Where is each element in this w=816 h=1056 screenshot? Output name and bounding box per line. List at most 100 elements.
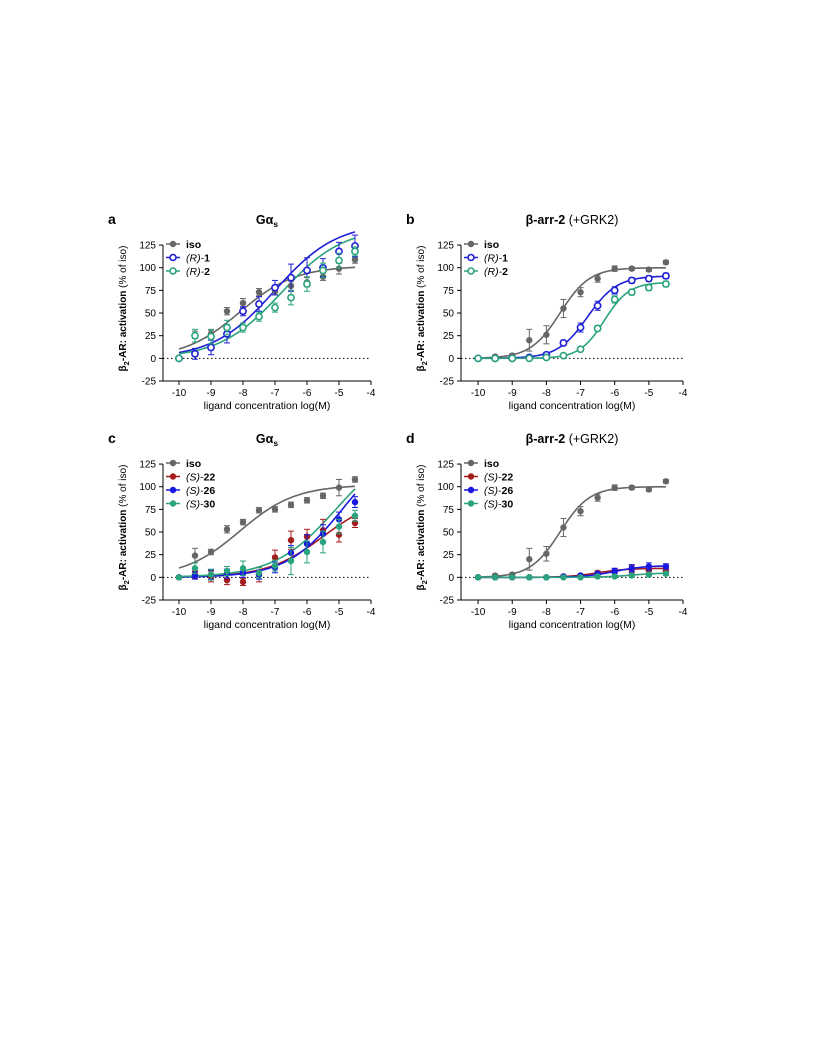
data-point	[662, 563, 670, 570]
data-point	[576, 323, 585, 332]
y-tick-label: 25	[443, 331, 455, 342]
x-tick-label: -6	[610, 607, 619, 618]
y-tick-label: 0	[150, 354, 156, 365]
legend-swatch-marker	[467, 267, 475, 275]
y-tick-label: 50	[145, 309, 157, 320]
data-point	[287, 557, 295, 565]
data-point	[351, 256, 359, 263]
panel-title: β-arr-2 (+GRK2)	[526, 213, 619, 227]
x-tick-label: -4	[679, 388, 688, 399]
data-point	[662, 259, 670, 266]
data-point	[559, 339, 568, 347]
x-tick-label: -10	[471, 607, 486, 618]
data-point	[335, 531, 343, 538]
y-tick-label: 75	[443, 286, 455, 297]
data-point	[191, 331, 199, 340]
panel-c: c Gαs -25 0 25 50 75 100 125 -10 -9 -8 -7 -6 -5 -4 ligan…	[108, 430, 376, 631]
y-tick-label: 50	[443, 309, 455, 320]
data-point	[474, 354, 482, 363]
data-point	[560, 574, 567, 581]
data-point	[576, 345, 585, 354]
legend-entry-label: (S)-26	[186, 485, 215, 497]
data-point	[351, 512, 359, 519]
legend-entry-label: (S)-22	[484, 471, 513, 483]
y-tick-label: -25	[142, 596, 157, 607]
data-point	[239, 578, 247, 586]
y-tick-label: -25	[142, 377, 157, 388]
data-point	[303, 266, 311, 275]
x-tick-label: -10	[471, 388, 486, 399]
data-point	[175, 354, 183, 363]
data-point	[271, 562, 279, 569]
x-tick-label: -10	[172, 607, 187, 618]
data-point	[335, 265, 343, 272]
data-point	[271, 303, 279, 312]
legend-entry-label: iso	[186, 458, 201, 470]
panel-a: a Gαs -25 0 25 50 75 100 125 -10 -9 -8 -7 -6 -5 -4 ligan…	[108, 211, 376, 412]
x-tick-label: -4	[367, 388, 376, 399]
legend-swatch-marker	[467, 473, 475, 480]
data-point	[627, 288, 636, 297]
x-tick-label: -7	[271, 607, 280, 618]
y-tick-label: 25	[443, 550, 455, 561]
panel-letter: b	[406, 211, 415, 227]
data-point	[207, 571, 215, 578]
y-tick-label: 75	[145, 505, 157, 516]
data-point	[303, 280, 311, 288]
data-point	[287, 293, 295, 302]
series-30	[474, 570, 670, 581]
data-point	[223, 323, 231, 332]
panel-title: Gαs	[256, 213, 278, 229]
data-point	[628, 565, 635, 572]
legend-swatch-marker	[467, 459, 475, 467]
data-point	[645, 486, 653, 493]
data-point	[303, 548, 311, 556]
data-point	[207, 548, 215, 556]
data-point	[255, 288, 263, 296]
legend-swatch-marker	[467, 253, 475, 262]
x-tick-label: -5	[335, 607, 344, 618]
x-tick-label: -4	[679, 607, 688, 618]
y-axis-label: β2-AR: activation (% of iso)	[118, 246, 131, 372]
data-point	[287, 536, 295, 544]
data-point	[610, 295, 619, 304]
data-point	[255, 569, 263, 577]
data-point	[593, 301, 602, 310]
panel-title: β-arr-2 (+GRK2)	[526, 432, 619, 446]
x-tick-label: -8	[542, 388, 551, 399]
data-point	[191, 552, 199, 559]
data-point	[335, 523, 343, 530]
data-point	[271, 283, 279, 292]
data-point	[525, 354, 534, 363]
data-point	[543, 331, 550, 338]
y-tick-label: 125	[437, 460, 454, 471]
x-tick-label: -7	[576, 388, 585, 399]
legend-entry-label: iso	[186, 239, 201, 251]
panel-b: b β-arr-2 (+GRK2) -25 0 25 50 75 100 125 -10 -9 -8 -…	[406, 211, 688, 412]
x-axis-label: ligand concentration log(M)	[204, 400, 331, 412]
data-point	[594, 573, 601, 580]
data-point	[255, 312, 263, 321]
data-point	[255, 300, 263, 308]
data-point	[191, 565, 199, 572]
x-axis-label: ligand concentration log(M)	[509, 619, 636, 631]
y-tick-label: 25	[145, 550, 157, 561]
legend-swatch-marker	[169, 473, 177, 480]
y-tick-label: 25	[145, 331, 157, 342]
y-tick-label: 100	[437, 263, 454, 274]
data-point	[594, 494, 601, 501]
panel-letter: d	[406, 430, 415, 446]
y-tick-label: 0	[448, 573, 454, 584]
x-tick-label: -5	[644, 607, 653, 618]
legend-entry-label: (R)-1	[186, 252, 210, 264]
data-point	[239, 518, 247, 526]
legend: iso(R)-1 (R)-2	[166, 239, 210, 278]
data-point	[560, 524, 567, 531]
x-tick-label: -9	[508, 388, 517, 399]
y-tick-label: 100	[139, 482, 156, 493]
data-point	[627, 276, 636, 285]
data-point	[543, 574, 550, 581]
legend-swatch-marker	[169, 486, 177, 494]
data-point	[207, 343, 215, 352]
